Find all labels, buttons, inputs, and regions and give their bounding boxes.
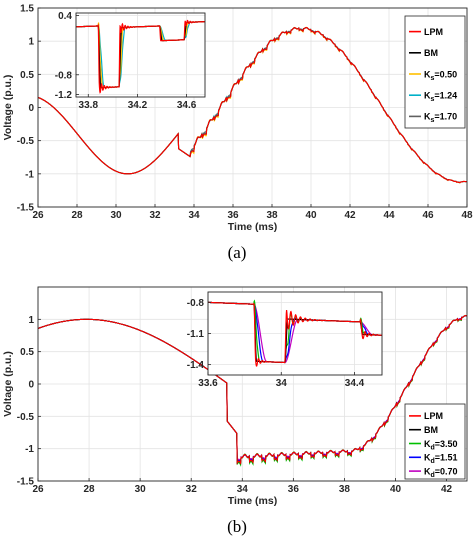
y-tick-label: -0.5 xyxy=(17,136,35,147)
x-tick-label: 36 xyxy=(227,210,239,221)
x-tick-label: 40 xyxy=(390,484,402,495)
inset-series-group xyxy=(208,299,382,367)
y-tick-label: -1.2 xyxy=(55,90,73,101)
chart-panel-a: Time (ms) Voltage (p.u.) 26 28 30 32 34 36 38 40 4… xyxy=(2,4,473,263)
y-tick-label: -0.8 xyxy=(55,70,73,81)
y-tick-label: 1 xyxy=(28,315,34,326)
y-tick-label: -0.8 xyxy=(187,298,205,309)
y-tick-label: -1.1 xyxy=(187,329,205,340)
x-tick-label: 33.8 xyxy=(79,100,99,111)
x-tick-label: 48 xyxy=(461,210,473,221)
x-axis-label: Time (ms) xyxy=(228,221,277,233)
x-tick-label: 38 xyxy=(266,210,278,221)
x-tick-label: 26 xyxy=(32,210,44,221)
legend-label: Ks=1.24 xyxy=(424,91,457,104)
x-tick-label: 40 xyxy=(305,210,317,221)
legend-label: Kd=0.70 xyxy=(424,466,458,479)
x-tick-label: 33.6 xyxy=(198,378,218,389)
inset-series-group xyxy=(76,19,205,94)
x-axis-label: Time (ms) xyxy=(228,495,277,507)
legend-label: LPM xyxy=(424,27,443,37)
y-tick-label: 1.5 xyxy=(20,4,34,15)
inset-chart: 33.6 34 34.4 -0.8 -1.1 -1.4 xyxy=(187,291,383,389)
x-tick-label: 28 xyxy=(71,210,83,221)
inset-frame xyxy=(75,12,206,98)
x-tick-label: 36 xyxy=(288,484,300,495)
y-axis-label: Voltage (p.u.) xyxy=(2,75,14,141)
y-tick-label: -1 xyxy=(25,444,34,455)
x-tick-label: 46 xyxy=(422,210,434,221)
x-tick-label: 34 xyxy=(276,378,288,389)
legend-label: Kd=3.50 xyxy=(424,439,458,452)
x-tick-label: 26 xyxy=(32,484,44,495)
x-tick-label: 34 xyxy=(188,210,200,221)
y-tick-label: -0.5 xyxy=(17,412,35,423)
x-tick-label: 30 xyxy=(135,484,147,495)
x-tick-label: 34.4 xyxy=(345,378,365,389)
legend-label: BM xyxy=(424,48,438,58)
legend-label: LPM xyxy=(424,411,443,421)
panel-label: (a) xyxy=(228,243,247,262)
chart-panel-b: Time (ms) Voltage (p.u.) 26 28 30 32 34 36 38 40 4… xyxy=(2,286,468,536)
inset-chart: 33.8 34.2 34.6 -1.2 -0.8 0.4 xyxy=(55,11,206,111)
x-tick-label: 32 xyxy=(186,484,198,495)
series-group xyxy=(38,314,467,467)
y-tick-label: -1.4 xyxy=(187,360,205,371)
y-tick-label: -1.5 xyxy=(17,203,35,214)
x-tick-label: 32 xyxy=(149,210,161,221)
x-tick-label: 38 xyxy=(339,484,351,495)
y-tick-label: -1 xyxy=(25,169,34,180)
x-tick-label: 34.2 xyxy=(128,100,148,111)
y-tick-label: -1.5 xyxy=(17,477,35,488)
y-tick-label: 0.5 xyxy=(20,70,34,81)
x-tick-label: 42 xyxy=(344,210,356,221)
legend-box xyxy=(404,15,466,129)
inset-series-line xyxy=(76,19,205,94)
legend-label: Kd=1.51 xyxy=(424,453,458,466)
series-group xyxy=(38,26,467,184)
x-tick-label: 44 xyxy=(383,210,395,221)
y-tick-label: 1 xyxy=(28,37,34,48)
inset-series-line xyxy=(208,301,382,367)
series-line xyxy=(38,315,467,465)
legend: LPM BM Ks=0.50 Ks=1.24 Ks=1.70 xyxy=(404,15,466,129)
legend-label: Ks=0.50 xyxy=(424,69,457,82)
legend-label: BM xyxy=(424,425,438,435)
y-tick-label: 0 xyxy=(28,380,34,391)
panel-label: (b) xyxy=(227,517,247,536)
x-tick-label: 34.6 xyxy=(177,100,197,111)
series-line xyxy=(38,26,467,184)
y-tick-label: 0.4 xyxy=(58,11,72,22)
y-axis-label: Voltage (p.u.) xyxy=(2,351,14,417)
x-tick-label: 28 xyxy=(84,484,96,495)
x-tick-label: 30 xyxy=(110,210,122,221)
y-tick-label: 0 xyxy=(28,103,34,114)
y-tick-label: 0.5 xyxy=(20,347,34,358)
x-tick-label: 34 xyxy=(237,484,249,495)
legend-label: Ks=1.70 xyxy=(424,112,457,125)
x-tick-label: 42 xyxy=(441,484,453,495)
